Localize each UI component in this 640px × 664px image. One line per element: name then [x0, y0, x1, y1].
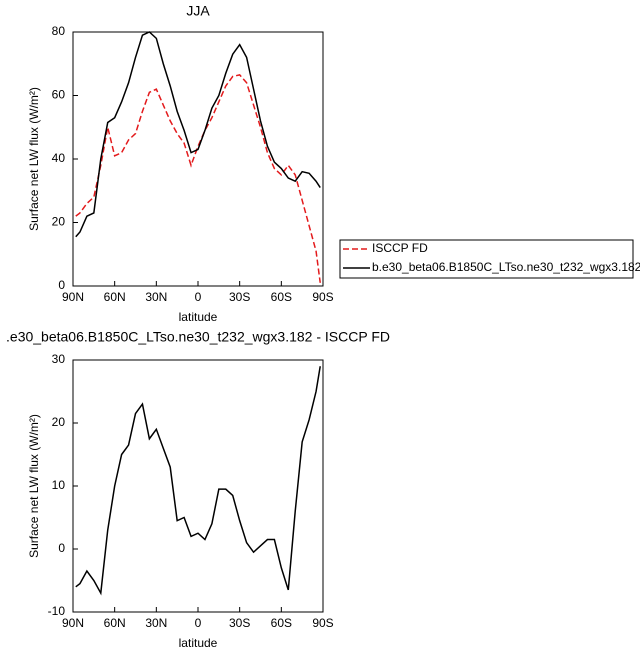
legend-label: ISCCP FD [372, 241, 428, 255]
plot-frame [72, 31, 324, 287]
x-axis-label: latitude [179, 636, 218, 650]
legend-label: b.e30_beta06.B1850C_LTso.ne30_t232_wgx3.… [372, 260, 640, 274]
x-tick-label: 90S [312, 616, 333, 630]
y-axis-label: Surface net LW flux (W/m²) [27, 87, 41, 231]
y-axis-label: Surface net LW flux (W/m²) [27, 414, 41, 558]
data-line [75, 366, 321, 596]
chart-title: JJA [186, 3, 210, 19]
y-tick-label: -10 [48, 604, 66, 618]
x-axis-label: latitude [179, 310, 218, 324]
x-tick-label: 0 [195, 290, 202, 304]
data-line [75, 31, 321, 238]
chart-title: .e30_beta06.B1850C_LTso.ne30_t232_wgx3.1… [6, 329, 390, 345]
y-tick-label: 30 [52, 352, 66, 366]
data-line [75, 74, 321, 283]
x-tick-label: 30S [229, 616, 250, 630]
x-tick-label: 30N [145, 616, 167, 630]
x-tick-label: 90N [62, 290, 84, 304]
x-tick-label: 60S [271, 290, 292, 304]
x-tick-label: 60N [104, 290, 126, 304]
x-tick-label: 90S [312, 290, 333, 304]
y-tick-label: 0 [58, 278, 65, 292]
x-tick-label: 30S [229, 290, 250, 304]
y-tick-label: 0 [58, 541, 65, 555]
y-tick-label: 80 [52, 24, 66, 38]
plot-frame [72, 359, 324, 613]
x-tick-label: 60S [271, 616, 292, 630]
y-tick-label: 20 [52, 215, 66, 229]
x-tick-label: 60N [104, 616, 126, 630]
y-tick-label: 60 [52, 88, 66, 102]
x-tick-label: 0 [195, 616, 202, 630]
y-tick-label: 40 [52, 151, 66, 165]
legend-box [339, 239, 634, 279]
x-tick-label: 90N [62, 616, 84, 630]
x-tick-label: 30N [145, 290, 167, 304]
y-tick-label: 10 [52, 478, 66, 492]
y-tick-label: 20 [52, 415, 66, 429]
